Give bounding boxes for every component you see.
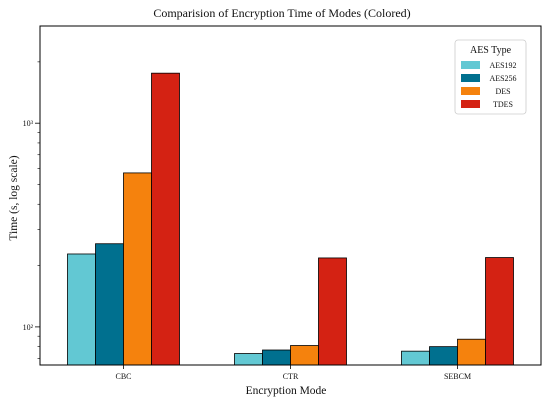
chart-title: Comparision of Encryption Time of Modes … — [153, 6, 410, 20]
bar-aes256-sebcm — [429, 346, 458, 366]
legend-swatch-aes192 — [461, 61, 480, 69]
legend-swatch-des — [461, 87, 480, 95]
legend-label-aes192: AES192 — [489, 61, 516, 70]
y-tick-label-1: 10³ — [23, 119, 34, 128]
legend-label-des: DES — [495, 87, 510, 96]
bar-des-sebcm — [457, 338, 486, 366]
legend-title: AES Type — [470, 45, 512, 56]
x-axis-label: Encryption Mode — [246, 385, 327, 397]
legend: AES Type AES192 AES256 DES TDES — [454, 39, 527, 115]
bar-tdes-ctr — [318, 257, 347, 366]
plot-frame — [39, 25, 542, 366]
legend-swatch-tdes — [461, 100, 480, 108]
bar-aes192-sebcm — [401, 350, 430, 366]
bar-tdes-cbc — [151, 72, 180, 366]
legend-box — [454, 39, 527, 115]
bar-aes256-ctr — [262, 349, 291, 366]
bar-tdes-sebcm — [485, 257, 514, 366]
bar-aes256-cbc — [95, 243, 124, 366]
x-tick-label-cbc: CBC — [115, 372, 131, 381]
bar-aes192-ctr — [234, 353, 263, 366]
bar-aes192-cbc — [67, 253, 96, 366]
legend-label-aes256: AES256 — [489, 74, 516, 83]
legend-label-tdes: TDES — [493, 100, 513, 109]
legend-swatch-aes256 — [461, 74, 480, 82]
bar-des-cbc — [123, 172, 152, 366]
bar-des-ctr — [290, 345, 319, 366]
x-tick-label-sebcm: SEBCM — [444, 372, 471, 381]
x-tick-label-ctr: CTR — [283, 372, 299, 381]
y-axis-label: Time (s, log scale) — [8, 155, 20, 240]
plot-area: CBC CTR SEBCM 10² 10³ — [23, 25, 542, 381]
y-tick-label-0: 10² — [23, 323, 34, 332]
